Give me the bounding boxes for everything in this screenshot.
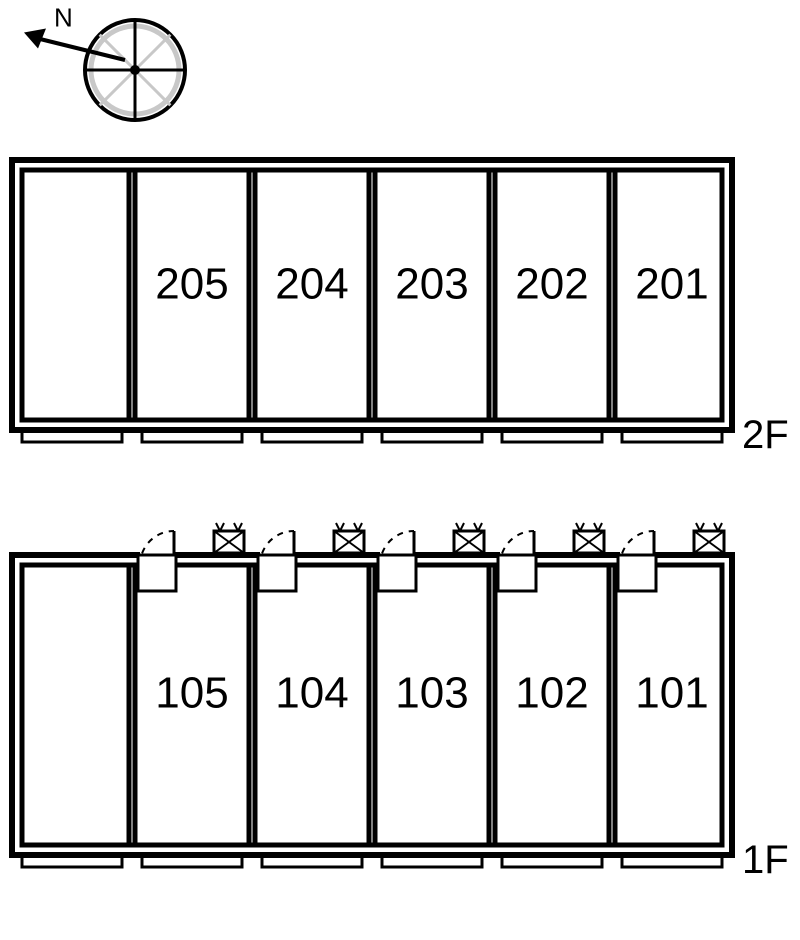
room-label: 102 xyxy=(515,669,588,718)
floor-label: 1F xyxy=(742,838,789,882)
room-label: 105 xyxy=(155,669,228,718)
compass-icon: N xyxy=(24,3,185,121)
room-label: 204 xyxy=(275,260,348,309)
room-label: 202 xyxy=(515,260,588,309)
room-label: 101 xyxy=(635,669,708,718)
room-label: 201 xyxy=(635,260,708,309)
floor-label: 2F xyxy=(742,413,789,457)
room-label: 205 xyxy=(155,260,228,309)
compass-label: N xyxy=(54,3,73,33)
floor-plan-diagram: N 205 204 203 202 201 2F 105 104 103 102 101 1F xyxy=(0,0,800,940)
floor: 105 104 103 102 101 1F xyxy=(12,523,789,882)
room-label: 203 xyxy=(395,260,468,309)
floor: 205 204 203 202 201 2F xyxy=(12,160,789,457)
room-label: 103 xyxy=(395,669,468,718)
room-label: 104 xyxy=(275,669,348,718)
